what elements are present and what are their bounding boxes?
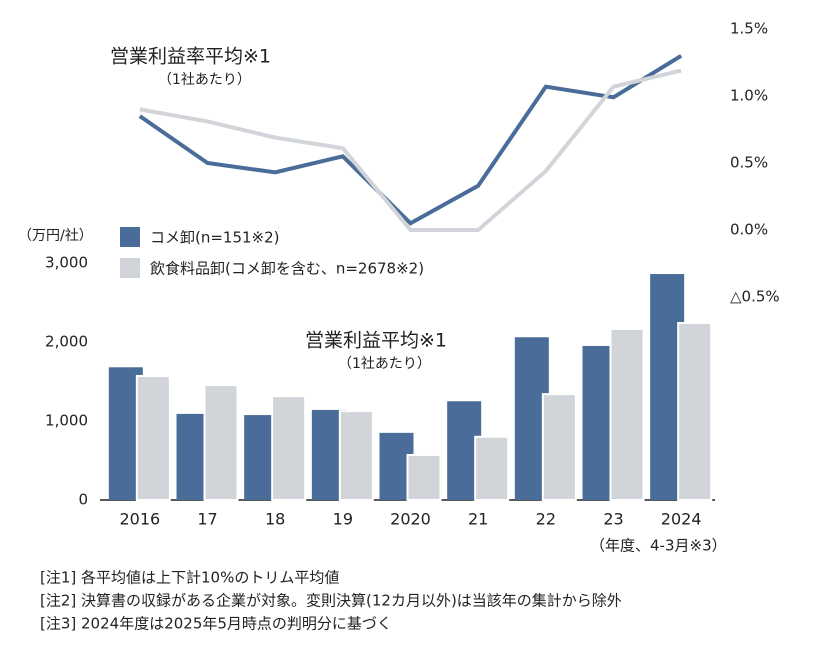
x-tick-label: 17	[197, 510, 217, 529]
bar-subtitle: （1社あたり）	[338, 356, 431, 372]
bar	[541, 393, 577, 502]
x-tick-label: 2016	[119, 510, 160, 529]
x-tick-label: 21	[468, 510, 488, 529]
line-subtitle: （1社あたり）	[158, 72, 251, 88]
bar	[338, 410, 374, 501]
y2-tick-label: 1.5%	[730, 20, 768, 38]
x-axis-label: （年度、4-3月※3）	[590, 537, 727, 555]
line-title: 営業利益率平均※1	[110, 46, 271, 68]
bar	[474, 435, 510, 501]
x-tick-label: 2024	[661, 510, 702, 529]
y2-tick-label: 0.0%	[730, 221, 768, 239]
x-tick-label: 22	[536, 510, 556, 529]
x-tick-label: 23	[603, 510, 623, 529]
y-tick-label: 1,000	[45, 412, 88, 430]
legend-swatch	[120, 227, 140, 247]
x-tick-label: 2020	[390, 510, 431, 529]
bar	[271, 395, 307, 501]
line	[139, 68, 682, 232]
legend-label: コメ卸(n=151※2)	[150, 229, 280, 247]
y2-tick-label: 1.0%	[730, 87, 768, 105]
note: [注3] 2024年度は2025年5月時点の判明分に基づく	[40, 615, 392, 633]
legend-swatch	[120, 258, 140, 278]
y-tick-label: 2,000	[45, 333, 88, 351]
x-tick-label: 19	[333, 510, 353, 529]
bar	[135, 374, 171, 501]
line	[138, 54, 683, 226]
bar	[677, 322, 713, 502]
legend-label: 飲食料品卸(コメ卸を含む、n=2678※2)	[150, 260, 424, 278]
note: [注2] 決算書の収録がある企業が対象。変則決算(12カ月以外)は当該年の集計か…	[40, 592, 622, 610]
bar	[406, 453, 442, 501]
y2-tick-label: △0.5%	[730, 288, 780, 306]
y-tick-label: 0	[78, 491, 88, 509]
bar	[609, 327, 645, 501]
x-tick-label: 18	[265, 510, 285, 529]
bar-title: 営業利益平均※1	[305, 330, 447, 352]
y2-tick-label: 0.5%	[730, 154, 768, 172]
y-tick-label: 3,000	[45, 254, 88, 272]
y-axis-label: （万円/社）	[18, 228, 93, 244]
note: [注1] 各平均値は上下計10%のトリム平均値	[40, 569, 339, 587]
bar	[203, 384, 239, 501]
